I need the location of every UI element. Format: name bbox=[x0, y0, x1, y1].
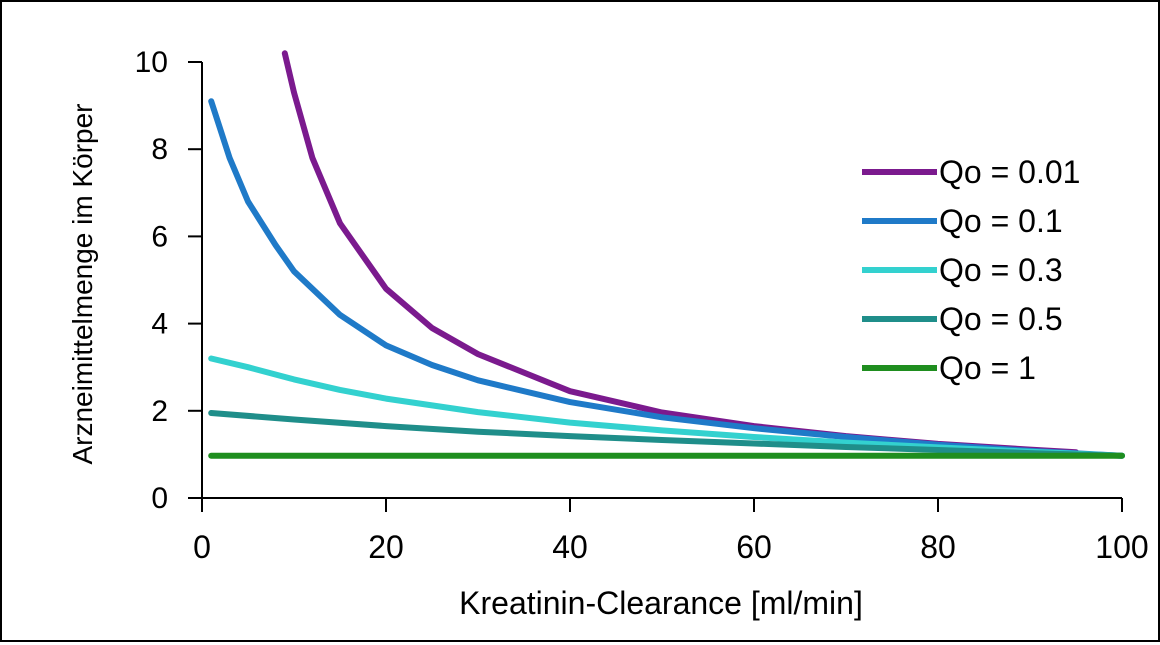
y-axis-label: Arzneimittelmenge im Körper bbox=[67, 103, 98, 464]
x-tick-label: 0 bbox=[193, 529, 211, 565]
x-tick-label: 40 bbox=[552, 529, 588, 565]
legend-label-1: Qo = 0.01 bbox=[939, 154, 1080, 190]
legend-label-4: Qo = 0.5 bbox=[939, 301, 1063, 337]
y-tick-label: 4 bbox=[151, 308, 168, 341]
legend-label-2: Qo = 0.1 bbox=[939, 203, 1063, 239]
legend-label-3: Qo = 0.3 bbox=[939, 252, 1063, 288]
y-tick-label: 2 bbox=[151, 395, 168, 428]
y-tick-label: 8 bbox=[151, 133, 168, 166]
y-tick-label: 6 bbox=[151, 220, 168, 253]
series-line-2 bbox=[208, 98, 1125, 459]
legend-label-5: Qo = 1 bbox=[939, 350, 1036, 386]
x-axis-label: Kreatinin-Clearance [ml/min] bbox=[459, 585, 863, 621]
x-tick-label: 60 bbox=[736, 529, 772, 565]
x-tick-label: 100 bbox=[1095, 529, 1148, 565]
y-tick-label: 0 bbox=[151, 482, 168, 515]
x-tick-label: 20 bbox=[368, 529, 404, 565]
series-line-4 bbox=[208, 410, 1125, 459]
series-lines bbox=[208, 50, 1125, 459]
x-tick-label: 80 bbox=[920, 529, 956, 565]
legend: Qo = 0.01 Qo = 0.1 Qo = 0.3 Qo = 0.5 Qo = 1 bbox=[862, 154, 1080, 386]
y-tick-label: 10 bbox=[135, 46, 168, 79]
